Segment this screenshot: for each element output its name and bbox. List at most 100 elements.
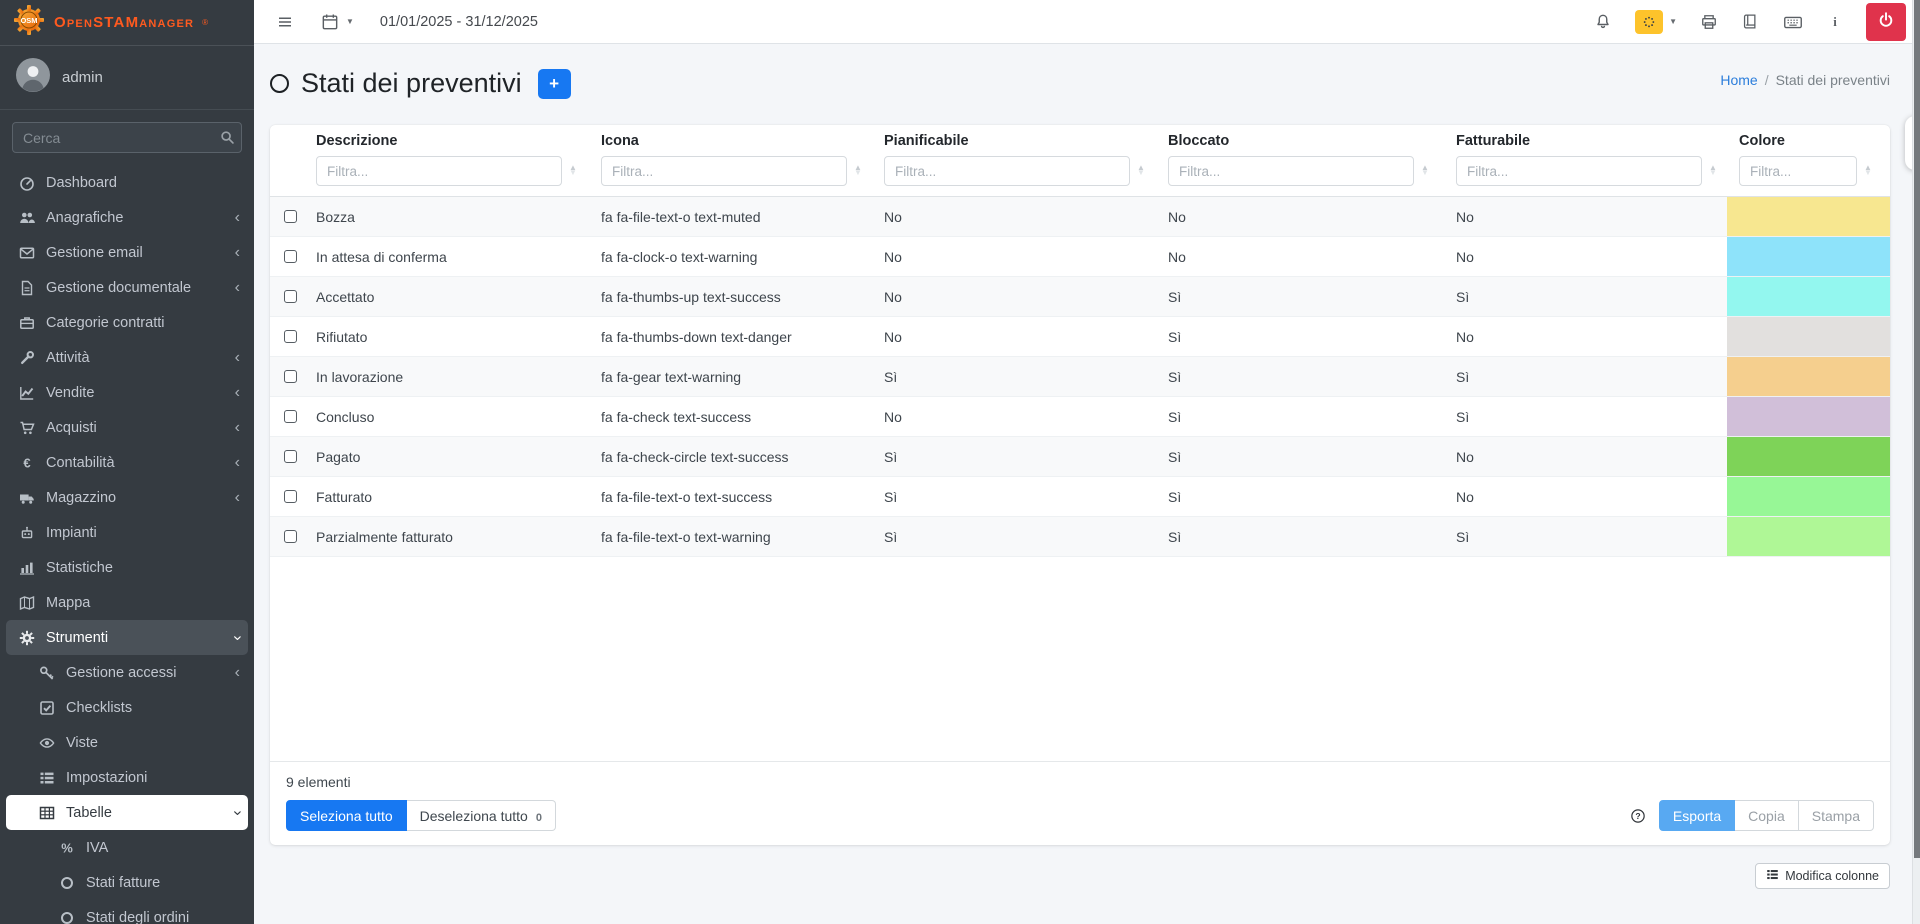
row-checkbox[interactable] <box>284 450 297 463</box>
export-button[interactable]: Esporta <box>1658 800 1736 831</box>
column-label[interactable]: Bloccato <box>1168 133 1230 149</box>
filter-input-fatturabile[interactable] <box>1456 156 1702 186</box>
table-row[interactable]: Rifiutato fa fa-thumbs-down text-danger No… <box>270 317 1890 357</box>
table-row[interactable]: Bozza fa fa-file-text-o text-muted No No No <box>270 197 1890 237</box>
date-range[interactable]: 01/01/2025 - 31/12/2025 <box>379 13 538 30</box>
copy-button[interactable]: Copia <box>1735 800 1799 831</box>
select-all-button[interactable]: Seleziona tutto <box>286 800 407 831</box>
row-checkbox[interactable] <box>284 330 297 343</box>
sidebar-item-statistiche[interactable]: Statistiche <box>6 550 248 585</box>
edit-columns-button[interactable]: Modifica colonne <box>1755 863 1890 889</box>
row-checkbox[interactable] <box>284 210 297 223</box>
status-spinner-badge[interactable]: ▼ <box>1635 9 1677 34</box>
sidebar-item-mappa[interactable]: Mappa <box>6 585 248 620</box>
hamburger-menu-icon[interactable] <box>276 13 294 31</box>
selected-count-badge: 0 <box>535 811 542 824</box>
cell-fatturabile: No <box>1456 208 1474 225</box>
table-row[interactable]: Concluso fa fa-check text-success No Sì Sì <box>270 397 1890 437</box>
table-row[interactable]: Fatturato fa fa-file-text-o text-success S… <box>270 477 1890 517</box>
sort-arrows-icon[interactable]: ▲ ▼ <box>1864 163 1872 177</box>
keyboard-icon[interactable] <box>1782 11 1804 33</box>
column-label[interactable]: Colore <box>1739 133 1785 149</box>
column-label[interactable]: Pianificabile <box>884 133 969 149</box>
sidebar-item-label: Statistiche <box>46 559 113 576</box>
row-checkbox[interactable] <box>284 530 297 543</box>
sidebar-item-anagrafiche[interactable]: Anagrafiche ‹ <box>6 200 248 235</box>
filter-input-icona[interactable] <box>601 156 847 186</box>
row-checkbox[interactable] <box>284 290 297 303</box>
column-label[interactable]: Icona <box>601 133 639 149</box>
sidebar-item-tabelle[interactable]: Tabelle ‹ <box>6 795 248 830</box>
breadcrumb-separator: / <box>1764 72 1769 88</box>
cell-fatturabile: No <box>1456 328 1474 345</box>
chevron-down-icon: ‹ <box>228 809 246 816</box>
column-label[interactable]: Fatturabile <box>1456 133 1531 149</box>
user-name: admin <box>62 69 103 86</box>
add-record-button[interactable]: + <box>537 68 571 99</box>
row-checkbox[interactable] <box>284 410 297 423</box>
column-label[interactable]: Descrizione <box>316 133 398 149</box>
cell-fatturabile: No <box>1456 448 1474 465</box>
user-panel[interactable]: admin <box>0 46 254 110</box>
sort-arrows-icon[interactable]: ▲ ▼ <box>1709 163 1717 177</box>
sidebar-item-gestione-email[interactable]: Gestione email ‹ <box>6 235 248 270</box>
logout-power-button[interactable] <box>1866 2 1906 41</box>
sidebar-item-gestione-accessi[interactable]: Gestione accessi ‹ <box>6 655 248 690</box>
sidebar-item-attivit[interactable]: Attività ‹ <box>6 340 248 375</box>
row-checkbox[interactable] <box>284 490 297 503</box>
sidebar-item-checklists[interactable]: Checklists <box>6 690 248 725</box>
print-button[interactable]: Stampa <box>1798 800 1874 831</box>
brand[interactable]: OSM OpenSTAManager ® <box>0 0 254 46</box>
filter-input-pianificabile[interactable] <box>884 156 1130 186</box>
cell-pianificabile: No <box>884 208 902 225</box>
deselect-all-button[interactable]: Deseleziona tutto 0 <box>406 800 556 831</box>
table-row[interactable]: In attesa di conferma fa fa-clock-o text-… <box>270 237 1890 277</box>
sidebar-item-categorie-contratti[interactable]: Categorie contratti <box>6 305 248 340</box>
sort-arrows-icon[interactable]: ▲ ▼ <box>569 163 577 177</box>
filter-input-bloccato[interactable] <box>1168 156 1414 186</box>
registered-mark: ® <box>202 18 209 27</box>
sidebar-item-gestione-documentale[interactable]: Gestione documentale ‹ <box>6 270 248 305</box>
sidebar-item-vendite[interactable]: Vendite ‹ <box>6 375 248 410</box>
sidebar-item-label: IVA <box>86 839 109 856</box>
row-checkbox[interactable] <box>284 250 297 263</box>
help-icon[interactable]: ? <box>1629 807 1647 825</box>
sort-arrows-icon[interactable]: ▲ ▼ <box>1421 163 1429 177</box>
sidebar-item-strumenti[interactable]: Strumenti ‹ <box>6 620 248 655</box>
circle-icon <box>58 875 76 891</box>
print-icon[interactable] <box>1699 12 1719 32</box>
sidebar-item-label: Stati fatture <box>86 874 161 891</box>
table-row[interactable]: Pagato fa fa-check-circle text-success Sì S… <box>270 437 1890 477</box>
table-row[interactable]: In lavorazione fa fa-gear text-warning Sì S… <box>270 357 1890 397</box>
sidebar-item-viste[interactable]: Viste <box>6 725 248 760</box>
sidebar-item-impianti[interactable]: Impianti <box>6 515 248 550</box>
breadcrumb-home-link[interactable]: Home <box>1720 72 1758 88</box>
cell-icona: fa fa-clock-o text-warning <box>601 248 758 265</box>
cell-fatturabile: Sì <box>1456 368 1470 385</box>
table-row[interactable]: Accettato fa fa-thumbs-up text-success No S… <box>270 277 1890 317</box>
sidebar-item-stati-degli-ordini[interactable]: Stati degli ordini <box>6 900 248 924</box>
sidebar-item-iva[interactable]: % IVA <box>6 830 248 865</box>
sort-arrows-icon[interactable]: ▲ ▼ <box>854 163 862 177</box>
sidebar-item-impostazioni[interactable]: Impostazioni <box>6 760 248 795</box>
bell-icon[interactable] <box>1593 12 1613 32</box>
table-row[interactable]: Parzialmente fatturato fa fa-file-text-o … <box>270 517 1890 557</box>
sidebar-item-acquisti[interactable]: Acquisti ‹ <box>6 410 248 445</box>
book-icon[interactable] <box>1741 12 1760 31</box>
filter-input-colore[interactable] <box>1739 156 1857 186</box>
sidebar-item-stati-fatture[interactable]: Stati fatture <box>6 865 248 900</box>
info-icon[interactable]: i <box>1826 13 1844 31</box>
sidebar-item-magazzino[interactable]: Magazzino ‹ <box>6 480 248 515</box>
color-swatch <box>1727 197 1890 236</box>
search-icon[interactable] <box>214 123 241 152</box>
sort-arrows-icon[interactable]: ▲ ▼ <box>1137 163 1145 177</box>
sidebar-item-label: Viste <box>66 734 98 751</box>
row-checkbox[interactable] <box>284 370 297 383</box>
sidebar-item-contabilit[interactable]: € Contabilità ‹ <box>6 445 248 480</box>
search-input[interactable] <box>13 129 214 146</box>
scrollbar-thumb[interactable] <box>1914 0 1920 858</box>
filter-input-descrizione[interactable] <box>316 156 562 186</box>
cell-descrizione: Fatturato <box>316 488 373 505</box>
calendar-icon[interactable]: ▼ <box>320 12 354 32</box>
sidebar-item-dashboard[interactable]: Dashboard <box>6 165 248 200</box>
